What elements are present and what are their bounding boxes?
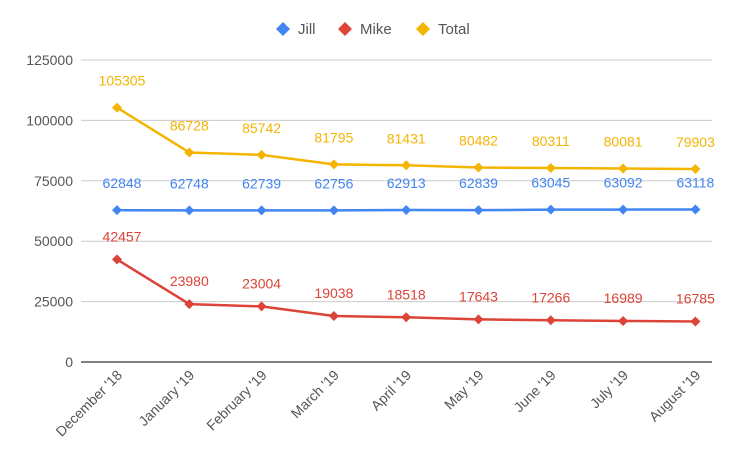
data-label: 62848 <box>103 175 142 191</box>
data-point[interactable] <box>473 162 484 173</box>
y-tick-label: 50000 <box>34 233 73 249</box>
x-tick-label: January '19 <box>135 367 197 429</box>
data-point[interactable] <box>401 312 412 323</box>
data-point[interactable] <box>545 162 556 173</box>
data-label: 62756 <box>314 175 353 191</box>
legend-marker-icon <box>338 22 352 36</box>
data-point[interactable] <box>184 299 195 310</box>
series-layer <box>112 102 701 327</box>
data-point[interactable] <box>690 204 701 215</box>
data-label: 62748 <box>170 175 209 191</box>
legend-label: Total <box>438 21 470 38</box>
data-label: 63092 <box>604 175 643 191</box>
data-label: 16989 <box>604 290 643 306</box>
data-point[interactable] <box>545 204 556 215</box>
x-tick-label: May '19 <box>441 367 487 413</box>
data-label: 62739 <box>242 175 281 191</box>
series-mike <box>112 254 701 327</box>
data-point[interactable] <box>545 315 556 326</box>
data-label: 79903 <box>676 134 715 150</box>
data-label: 17643 <box>459 288 498 304</box>
data-label: 85742 <box>242 120 281 136</box>
data-point[interactable] <box>112 254 122 265</box>
data-label: 23980 <box>170 273 209 289</box>
y-tick-label: 125000 <box>26 52 73 68</box>
data-point[interactable] <box>618 163 629 174</box>
x-tick-label: December '18 <box>52 367 125 440</box>
data-point[interactable] <box>473 205 484 216</box>
x-tick-label: April '19 <box>368 367 415 414</box>
legend-label: Jill <box>298 21 316 38</box>
data-point[interactable] <box>401 205 412 216</box>
x-tick-label: March '19 <box>288 367 343 422</box>
data-label: 42457 <box>103 228 142 244</box>
data-label: 18518 <box>387 286 426 302</box>
data-label: 86728 <box>170 117 209 133</box>
series-jill <box>112 204 701 216</box>
data-point[interactable] <box>184 205 195 216</box>
data-point[interactable] <box>112 102 122 113</box>
data-point[interactable] <box>112 205 122 216</box>
data-point[interactable] <box>328 311 339 322</box>
y-tick-label: 25000 <box>34 294 73 310</box>
data-label: 17266 <box>531 289 570 305</box>
data-label: 23004 <box>242 275 281 291</box>
data-label: 81431 <box>387 130 426 146</box>
data-label: 63118 <box>676 175 714 191</box>
legend-marker-icon <box>276 22 290 36</box>
data-point[interactable] <box>184 147 195 158</box>
data-label: 19038 <box>314 285 353 301</box>
data-label: 80482 <box>459 133 498 149</box>
data-point[interactable] <box>473 314 484 325</box>
x-tick-label: August '19 <box>646 367 704 425</box>
series-total <box>112 102 701 174</box>
legend-item-jill[interactable]: Jill <box>276 21 316 38</box>
data-labels: 105305 86728 85742 81795 81431 80482 80311 8008… <box>99 73 715 307</box>
data-label: 80081 <box>604 134 643 150</box>
data-point[interactable] <box>690 316 701 327</box>
data-label: 81795 <box>314 129 353 145</box>
data-label: 80311 <box>532 133 570 149</box>
data-label: 63045 <box>531 175 570 191</box>
legend-marker-icon <box>416 22 430 36</box>
x-axis: December '18 January '19 February '19 March… <box>52 367 703 440</box>
data-label: 62839 <box>459 175 498 191</box>
y-tick-label: 100000 <box>26 112 73 128</box>
data-point[interactable] <box>256 205 267 216</box>
x-tick-label: July '19 <box>587 367 632 412</box>
data-point[interactable] <box>401 160 412 171</box>
data-label: 105305 <box>99 73 146 89</box>
legend-item-total[interactable]: Total <box>416 21 470 38</box>
y-tick-label: 75000 <box>34 173 73 189</box>
data-point[interactable] <box>618 204 629 215</box>
y-axis: 0 25000 50000 75000 100000 125000 <box>26 52 73 370</box>
x-tick-label: June '19 <box>510 367 559 416</box>
data-point[interactable] <box>690 163 701 174</box>
y-tick-label: 0 <box>65 354 73 370</box>
data-point[interactable] <box>328 159 339 170</box>
data-point[interactable] <box>256 301 267 312</box>
data-point[interactable] <box>618 315 629 326</box>
data-label: 62913 <box>387 175 426 191</box>
data-point[interactable] <box>328 205 339 216</box>
legend-item-mike[interactable]: Mike <box>338 21 392 38</box>
x-tick-label: February '19 <box>203 367 270 434</box>
chart-legend[interactable]: Jill Mike Total <box>276 21 470 38</box>
legend-label: Mike <box>360 21 392 38</box>
data-label: 16785 <box>676 290 715 306</box>
data-point[interactable] <box>256 149 267 160</box>
